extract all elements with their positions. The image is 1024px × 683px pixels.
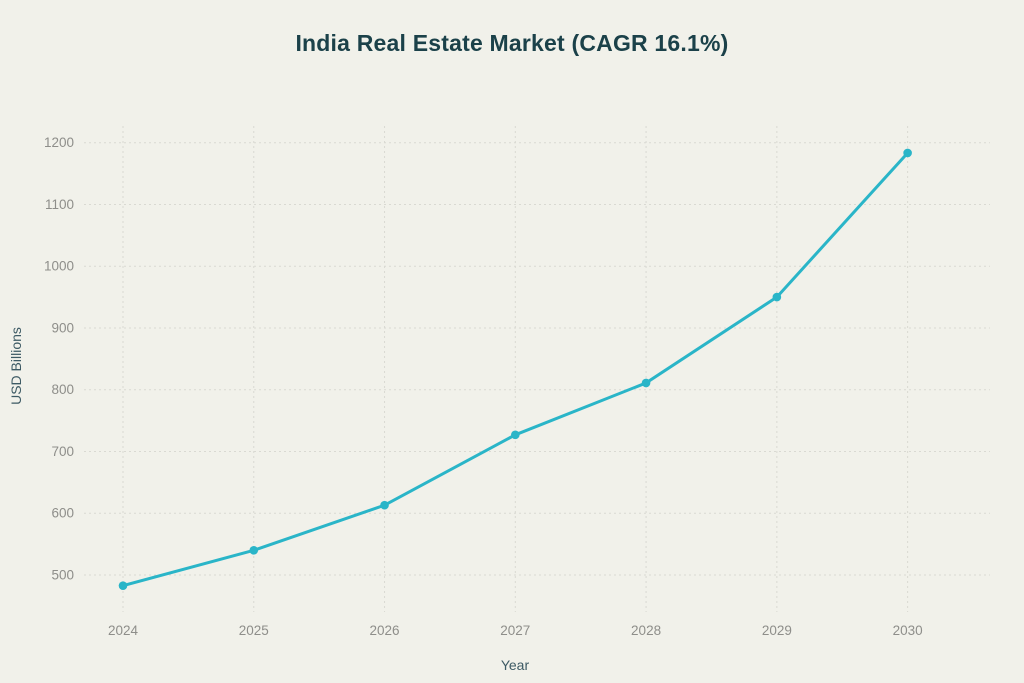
data-point [249, 545, 259, 555]
x-tick-label: 2024 [108, 623, 139, 638]
data-point [380, 500, 389, 510]
y-tick-label: 800 [51, 382, 74, 397]
x-tick-label: 2026 [370, 623, 400, 638]
x-tick-label: 2029 [762, 623, 792, 638]
y-tick-label: 1100 [45, 197, 74, 212]
data-point [511, 430, 520, 440]
y-tick-label: 1000 [44, 259, 74, 274]
data-point [118, 581, 128, 590]
y-tick-label: 600 [51, 506, 74, 521]
x-tick-label: 2025 [239, 623, 269, 638]
chart-title: India Real Estate Market (CAGR 16.1%) [295, 30, 729, 56]
y-tick-label: 900 [51, 320, 74, 335]
x-tick-label: 2027 [500, 623, 530, 638]
y-tick-label: 1200 [44, 135, 74, 150]
x-tick-label: 2028 [631, 623, 661, 638]
x-tick-label: 2030 [893, 623, 923, 638]
data-point [903, 148, 912, 158]
y-tick-label: 700 [51, 444, 74, 459]
data-point [772, 292, 782, 302]
x-axis-title: Year [500, 657, 530, 673]
y-tick-label: 500 [51, 568, 74, 583]
data-point [641, 378, 651, 388]
